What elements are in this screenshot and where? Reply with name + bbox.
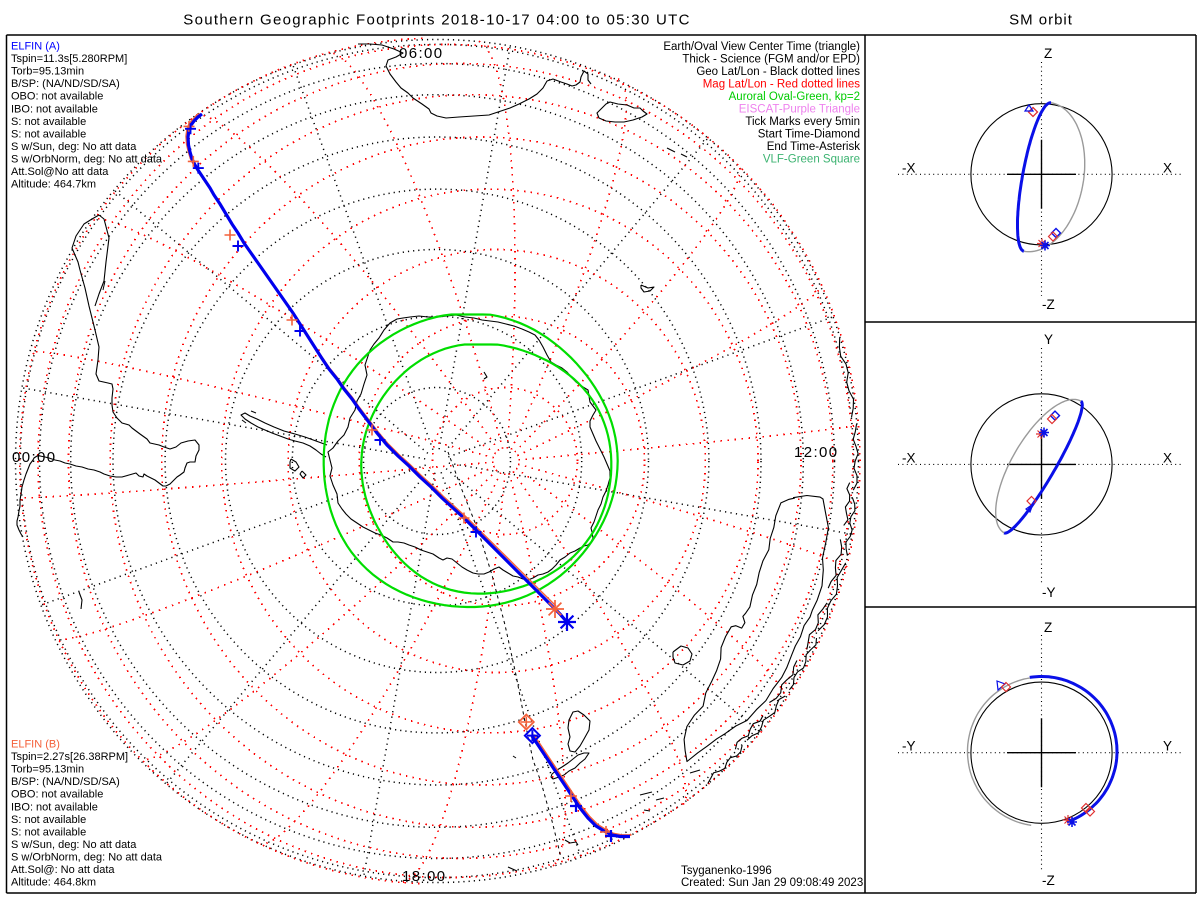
svg-text:SM orbit: SM orbit: [1009, 12, 1073, 29]
svg-text:IBO: not available: IBO: not available: [11, 801, 98, 813]
svg-text:Tspin=2.27s[26.38RPM]: Tspin=2.27s[26.38RPM]: [11, 751, 128, 763]
svg-text:Mag Lat/Lon - Red dotted lines: Mag Lat/Lon - Red dotted lines: [703, 79, 861, 91]
svg-text:Geo Lat/Lon - Black dotted lin: Geo Lat/Lon - Black dotted lines: [696, 66, 860, 78]
svg-text:18:00: 18:00: [402, 868, 447, 885]
svg-text:S w/OrbNorm, deg: No att data: S w/OrbNorm, deg: No att data: [11, 851, 163, 863]
svg-text:Torb=95.13min: Torb=95.13min: [11, 764, 84, 776]
svg-text:OBO: not available: OBO: not available: [11, 91, 103, 103]
svg-text:Att.Sol@: No att data: Att.Sol@: No att data: [11, 864, 115, 876]
svg-text:VLF-Green Square: VLF-Green Square: [763, 154, 860, 166]
svg-text:06:00: 06:00: [399, 45, 444, 62]
svg-text:-Y: -Y: [1042, 585, 1056, 600]
svg-text:OBO: not available: OBO: not available: [11, 789, 103, 801]
svg-text:Tick Marks every 5min: Tick Marks every 5min: [745, 116, 860, 128]
svg-text:S w/Sun, deg: No att data: S w/Sun, deg: No att data: [11, 839, 137, 851]
svg-text:Y: Y: [1044, 332, 1053, 347]
svg-text:S w/Sun, deg: No att data: S w/Sun, deg: No att data: [11, 141, 137, 153]
svg-text:-X: -X: [902, 450, 916, 465]
svg-text:Start Time-Diamond: Start Time-Diamond: [758, 129, 860, 141]
svg-text:S: not available: S: not available: [11, 814, 86, 826]
svg-text:S w/OrbNorm, deg: No att data: S w/OrbNorm, deg: No att data: [11, 153, 163, 165]
svg-text:B/SP: (NA/ND/SD/SA): B/SP: (NA/ND/SD/SA): [11, 78, 120, 90]
svg-text:-Z: -Z: [1042, 873, 1055, 888]
svg-text:S: not available: S: not available: [11, 116, 86, 128]
svg-text:Created: Sun Jan 29 09:08:49 2: Created: Sun Jan 29 09:08:49 2023: [681, 877, 863, 889]
svg-text:Thick - Science (FGM and/or EP: Thick - Science (FGM and/or EPD): [682, 54, 860, 66]
svg-text:Southern Geographic Footprints: Southern Geographic Footprints 2018-10-1…: [183, 12, 690, 29]
svg-text:Tsyganenko-1996: Tsyganenko-1996: [681, 865, 772, 877]
svg-text:ELFIN (B): ELFIN (B): [11, 739, 60, 751]
svg-text:Z: Z: [1044, 620, 1052, 635]
svg-text:-Y: -Y: [902, 739, 916, 754]
svg-text:EISCAT-Purple Triangle: EISCAT-Purple Triangle: [739, 104, 860, 116]
svg-text:Auroral Oval-Green, kp=2: Auroral Oval-Green, kp=2: [729, 91, 860, 103]
svg-text:Earth/Oval View Center Time (t: Earth/Oval View Center Time (triangle): [663, 41, 860, 53]
svg-text:-Z: -Z: [1042, 297, 1055, 312]
svg-text:Torb=95.13min: Torb=95.13min: [11, 66, 84, 78]
svg-text:X: X: [1163, 160, 1172, 175]
svg-text:B/SP: (NA/ND/SD/SA): B/SP: (NA/ND/SD/SA): [11, 776, 120, 788]
svg-text:Altitude: 464.8km: Altitude: 464.8km: [11, 877, 96, 889]
svg-text:-X: -X: [902, 160, 916, 175]
svg-text:Altitude: 464.7km: Altitude: 464.7km: [11, 179, 96, 191]
svg-text:Z: Z: [1044, 46, 1052, 61]
svg-text:Att.Sol@No att data: Att.Sol@No att data: [11, 166, 109, 178]
svg-text:X: X: [1163, 450, 1172, 465]
svg-text:S: not available: S: not available: [11, 128, 86, 140]
svg-text:End Time-Asterisk: End Time-Asterisk: [767, 141, 861, 153]
svg-text:S: not available: S: not available: [11, 826, 86, 838]
svg-text:12:00: 12:00: [794, 444, 839, 461]
svg-text:IBO: not available: IBO: not available: [11, 103, 98, 115]
svg-text:Tspin=11.3s[5.280RPM]: Tspin=11.3s[5.280RPM]: [11, 53, 127, 65]
svg-text:Y: Y: [1163, 739, 1172, 754]
svg-text:00:00: 00:00: [12, 449, 57, 466]
svg-text:ELFIN (A): ELFIN (A): [11, 41, 60, 53]
